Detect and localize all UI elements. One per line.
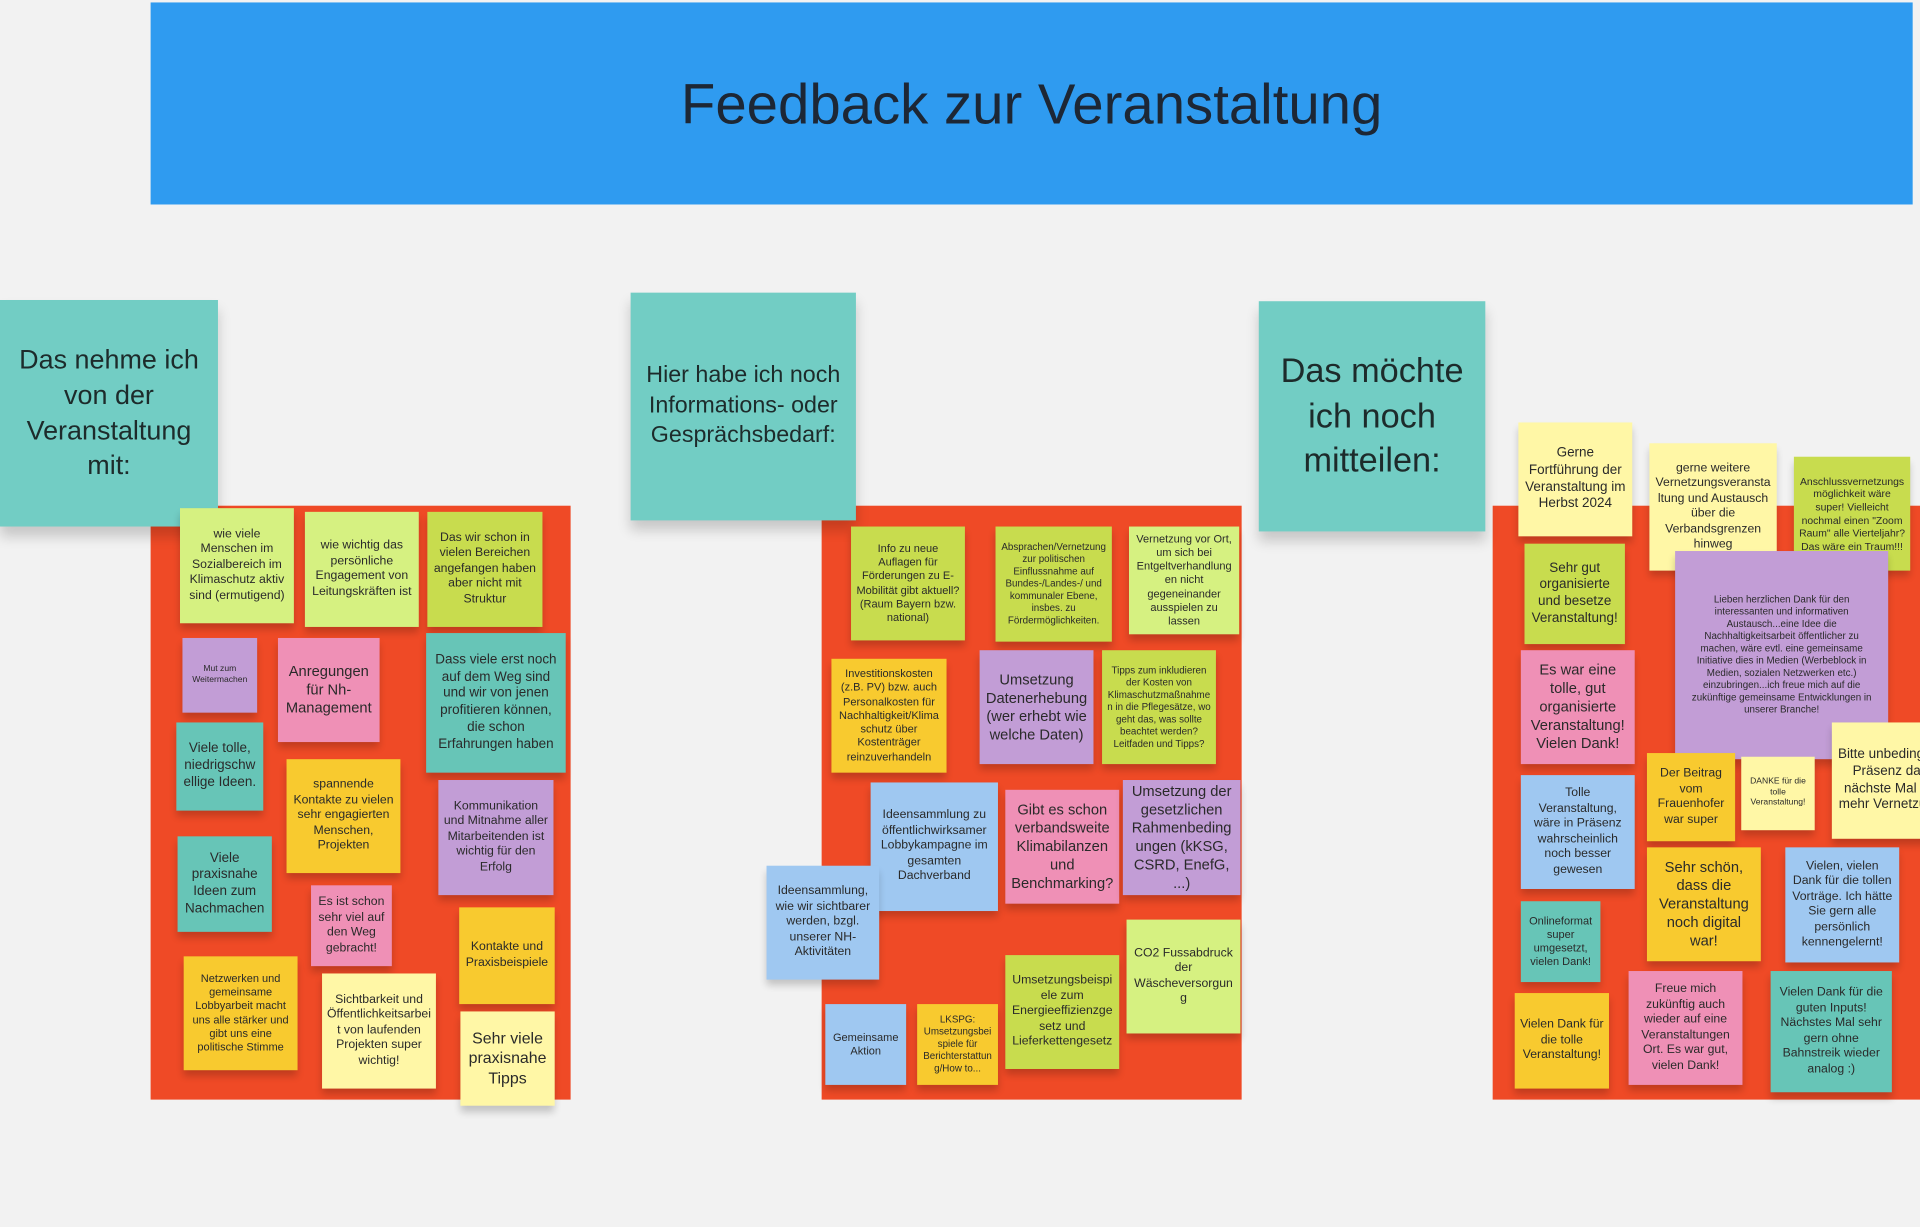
sticky-note: Onlineformat super umgesetzt, vielen Dan… [1520, 901, 1601, 983]
sticky-note: Anregungen für Nh-Management [277, 637, 380, 743]
section-heading: Das nehme ich von der Veranstaltung mit: [0, 300, 218, 527]
sticky-note: Bitte unbedingt in Präsenz das nächste M… [1831, 722, 1920, 839]
sticky-note: Freue mich zukünftig auch wieder auf ein… [1628, 971, 1743, 1085]
sticky-note: Es ist schon sehr viel auf den Weg gebra… [311, 885, 392, 967]
sticky-note: Absprachen/Vernetzung zur politischen Ei… [995, 526, 1112, 642]
sticky-note: Umsetzungsbeispiele zum Energieeffizienz… [1005, 955, 1120, 1069]
sticky-note: Sehr schön, dass die Veranstaltung noch … [1646, 847, 1761, 962]
sticky-note: LKSPG: Umsetzungsbeispiele für Berichter… [917, 1004, 998, 1085]
sticky-note: Dass viele erst noch auf dem Weg sind un… [426, 633, 566, 773]
sticky-note: Info zu neue Auflagen für Förderungen zu… [851, 526, 965, 641]
sticky-note: Tolle Veranstaltung, wäre in Präsenz wah… [1520, 775, 1635, 889]
sticky-note: Vielen, vielen Dank für die tollen Vortr… [1785, 847, 1900, 963]
section-heading: Hier habe ich noch Informations- oder Ge… [630, 292, 856, 521]
sticky-note: wie viele Menschen im Sozialbereich im K… [180, 508, 294, 624]
sticky-note: wie wichtig das persönliche Engagement v… [304, 511, 419, 627]
sticky-note: Umsetzung der gesetzlichen Rahmenbedingu… [1122, 780, 1241, 896]
sticky-note: Sehr viele praxisnahe Tipps [460, 1011, 555, 1106]
section-heading: Das möchte ich noch mitteilen: [1258, 301, 1486, 532]
sticky-note: Gemeinsame Aktion [825, 1004, 907, 1085]
sticky-note: Investitionskosten (z.B. PV) bzw. auch P… [831, 658, 947, 773]
sticky-note: Kommunikation und Mitnahme aller Mitarbe… [438, 780, 554, 896]
sticky-note: Sehr gut organisierte und besetze Verans… [1524, 543, 1625, 645]
sticky-note: Vernetzung vor Ort, um sich bei Entgeltv… [1128, 526, 1240, 635]
sticky-note: Gibt es schon verbandsweite Klimabilanze… [1005, 789, 1120, 904]
sticky-note: Vielen Dank für die guten Inputs! Nächst… [1770, 971, 1892, 1093]
sticky-note: Kontakte und Praxisbeispiele [459, 907, 555, 1005]
sticky-note: Umsetzung Datenerhebung (wer erhebt wie … [979, 650, 1094, 765]
sticky-note: Ideensammlung zu öffentlichwirksamer Lob… [870, 782, 998, 912]
sticky-note: Das wir schon in vielen Bereichen angefa… [427, 511, 543, 627]
sticky-note: CO2 Fussabdruck der Wäscheversorgung [1126, 919, 1241, 1034]
title-banner: Feedback zur Veranstaltung [150, 2, 1913, 205]
sticky-note: Netzwerken und gemeinsame Lobbyarbeit ma… [183, 956, 298, 1071]
sticky-note: Viele praxisnahe Ideen zum Nachmachen [177, 836, 272, 932]
sticky-note: Tipps zum inkludieren der Kosten von Kli… [1102, 650, 1216, 765]
sticky-note: Ideensammlung, wie wir sichtbarer werden… [766, 865, 880, 980]
sticky-note: gerne weitere Vernetzungsveranstaltung u… [1649, 443, 1777, 571]
sticky-note: Viele tolle, niedrigschwellige Ideen. [176, 722, 264, 811]
sticky-note: DANKE für die tolle Veranstaltung! [1741, 756, 1815, 831]
sticky-note: Gerne Fortführung der Veranstaltung im H… [1518, 422, 1633, 537]
sticky-note: Mut zum Weitermachen [182, 637, 258, 713]
sticky-note: Der Beitrag vom Frauenhofer war super [1646, 753, 1736, 842]
sticky-note: Es war eine tolle, gut organisierte Vera… [1520, 650, 1635, 765]
sticky-note: Vielen Dank für die tolle Veranstaltung! [1514, 993, 1609, 1089]
sticky-note: spannende Kontakte zu vielen sehr engagi… [286, 759, 401, 874]
sticky-note: Sichtbarkeit und Öffentlichkeitsarbeit v… [322, 973, 436, 1089]
